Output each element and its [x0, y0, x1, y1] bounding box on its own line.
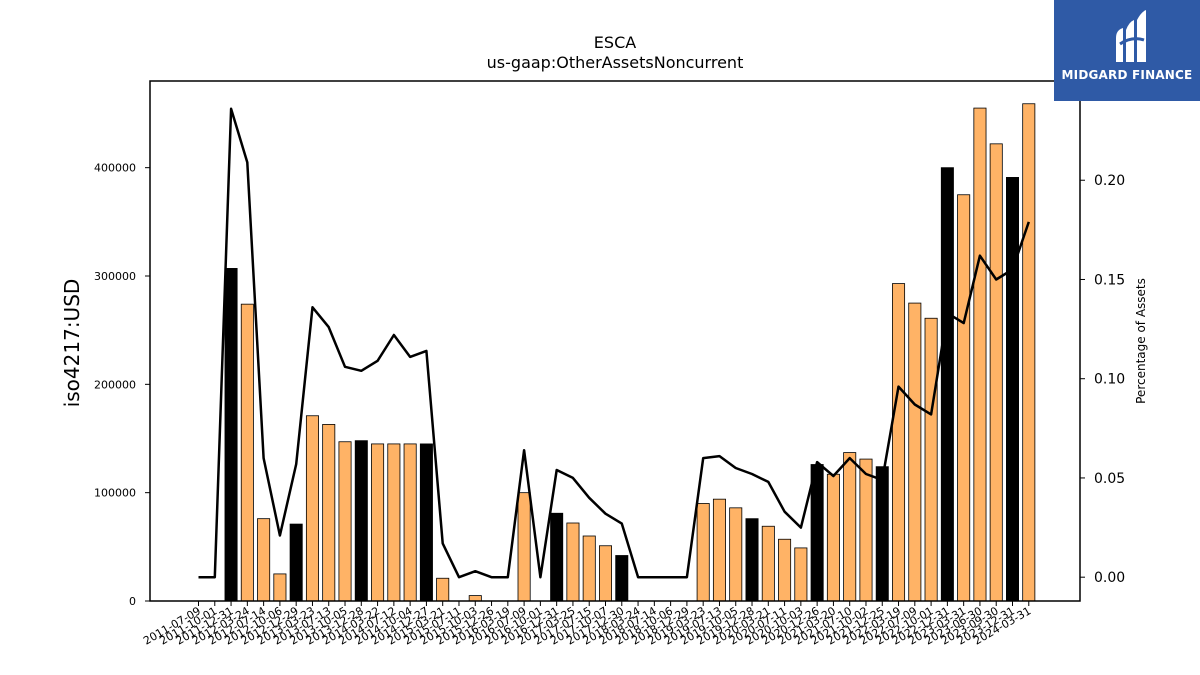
logo-mark-icon — [1116, 10, 1146, 62]
bar — [517, 492, 531, 602]
y2-tick-label: 0.05 — [1094, 471, 1125, 487]
bar — [973, 107, 987, 602]
bar — [957, 194, 971, 602]
midgard-finance-logo: MIDGARD FINANCE — [1054, 0, 1200, 101]
y2-tick-label: 0.20 — [1094, 173, 1125, 189]
bar — [794, 547, 808, 602]
bar — [1006, 177, 1020, 602]
bar — [403, 443, 417, 602]
bar — [745, 518, 759, 602]
chart-subtitle: us-gaap:OtherAssetsNoncurrent — [487, 53, 744, 72]
bar — [843, 452, 857, 602]
chart-title: ESCA — [594, 33, 636, 52]
bar — [322, 424, 336, 602]
bar — [566, 522, 580, 602]
bar — [1022, 103, 1036, 602]
bar — [729, 507, 743, 602]
bar — [615, 555, 629, 602]
bar — [892, 283, 906, 602]
y2-tick-label: 0.15 — [1094, 272, 1125, 288]
y-tick-label: 0 — [129, 595, 136, 608]
bar — [387, 443, 401, 602]
bar — [305, 415, 319, 602]
bar — [924, 317, 938, 602]
logo-text: MIDGARD FINANCE — [1061, 68, 1193, 82]
bar — [224, 268, 238, 602]
y2-tick-label: 0.00 — [1094, 570, 1125, 586]
bar — [338, 441, 352, 602]
bar — [273, 573, 287, 602]
bar — [289, 523, 303, 602]
bar — [810, 464, 824, 602]
y-tick-label: 400000 — [94, 162, 136, 175]
plot-frame — [149, 80, 1081, 602]
bar — [468, 595, 482, 602]
y-tick-label: 200000 — [94, 378, 136, 391]
bar — [826, 473, 840, 602]
bar — [859, 458, 873, 602]
bar — [761, 525, 775, 602]
bar — [436, 577, 450, 602]
bar — [371, 443, 385, 602]
bar — [908, 302, 922, 602]
bar — [240, 303, 254, 602]
plot-area: 0 100000 200000 300000 400000 0.00 0.05 0.10 0.1… — [94, 80, 1125, 648]
bar — [419, 443, 433, 602]
percentage-line — [198, 107, 1030, 579]
y-tick-label: 300000 — [94, 270, 136, 283]
y-tick-label: 100000 — [94, 487, 136, 500]
y2-axis-label: Percentage of Assets — [1134, 278, 1148, 404]
bar — [354, 440, 368, 602]
bar — [257, 518, 271, 602]
bar — [875, 466, 889, 602]
bar — [550, 512, 564, 602]
bar — [940, 167, 954, 602]
bar — [599, 545, 613, 602]
bar — [712, 498, 726, 602]
y2-tick-label: 0.10 — [1094, 372, 1125, 388]
bar — [696, 503, 710, 602]
y-axis-label: iso4217:USD — [60, 279, 84, 408]
bar — [989, 143, 1003, 602]
bar — [582, 535, 596, 602]
bar — [778, 538, 792, 602]
